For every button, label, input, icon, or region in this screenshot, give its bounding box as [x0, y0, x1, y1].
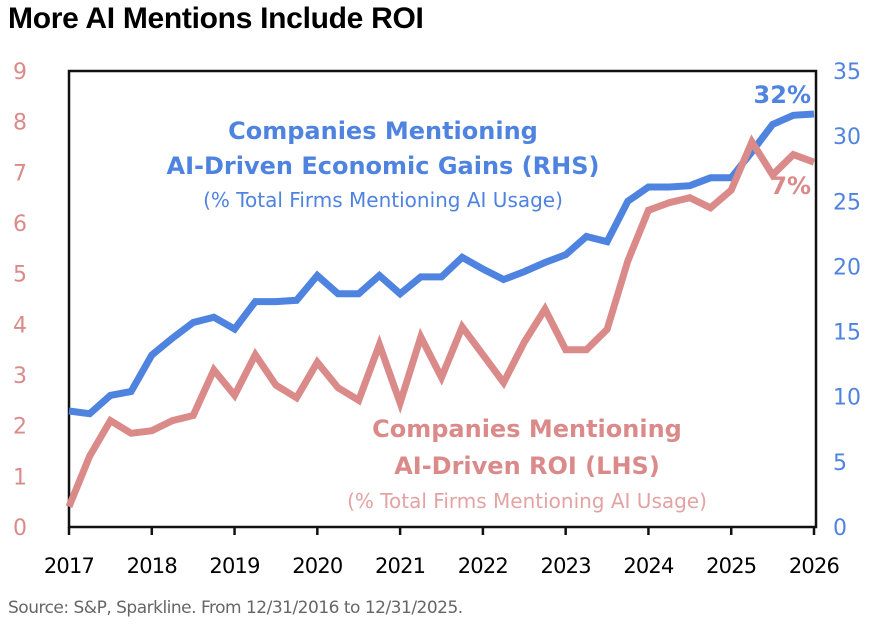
- left-tick-label: 2: [13, 415, 27, 440]
- x-axis-ticks: 2017 2018 2019 2020 2021 2022 2023 2024 2025 2026: [44, 527, 840, 578]
- x-tick-label: 2019: [209, 554, 259, 578]
- x-tick-label: 2020: [292, 554, 342, 578]
- right-tick-label: 5: [833, 451, 847, 476]
- left-tick-label: 0: [13, 516, 27, 541]
- economic-gains-line: [68, 110, 815, 418]
- red-series-title-line1: Companies Mentioning: [372, 415, 682, 443]
- red-end-label: 7%: [770, 172, 811, 200]
- left-tick-label: 1: [13, 465, 27, 490]
- right-tick-label: 35: [833, 60, 861, 85]
- left-axis-ticks: 0 1 2 3 4 5 6 7 8 9: [13, 60, 27, 541]
- x-tick-label: 2018: [127, 554, 177, 578]
- left-tick-label: 9: [13, 60, 27, 85]
- red-series-title-line2: AI-Driven ROI (LHS): [394, 452, 660, 480]
- x-tick-label: 2021: [375, 554, 425, 578]
- x-tick-label: 2024: [623, 554, 674, 578]
- left-tick-label: 5: [13, 263, 27, 288]
- blue-series-title-line2: AI-Driven Economic Gains (RHS): [167, 152, 600, 180]
- plot-frame: [67, 69, 818, 529]
- right-tick-label: 15: [833, 321, 861, 346]
- left-tick-label: 3: [13, 364, 27, 389]
- x-tick-label: 2022: [458, 554, 508, 578]
- right-tick-label: 0: [833, 516, 847, 541]
- x-tick-label: 2026: [789, 554, 840, 578]
- blue-series-title-line1: Companies Mentioning: [228, 117, 538, 145]
- chart-title: More AI Mentions Include ROI: [8, 2, 424, 35]
- left-tick-label: 6: [13, 212, 27, 237]
- right-tick-label: 30: [833, 125, 861, 150]
- left-tick-label: 4: [13, 313, 27, 338]
- left-tick-label: 8: [13, 111, 27, 136]
- right-tick-label: 25: [833, 190, 861, 215]
- right-axis-ticks: 0 5 10 15 20 25 30 35: [833, 60, 861, 541]
- x-tick-label: 2023: [541, 554, 591, 578]
- left-tick-label: 7: [13, 161, 27, 186]
- blue-end-label: 32%: [754, 81, 811, 109]
- x-tick-label: 2017: [44, 554, 94, 578]
- source-note: Source: S&P, Sparkline. From 12/31/2016 …: [8, 598, 463, 618]
- red-series-subtitle: (% Total Firms Mentioning AI Usage): [347, 489, 707, 513]
- series-group: [65, 110, 816, 509]
- x-tick-label: 2025: [706, 554, 756, 578]
- roi-line: [65, 134, 816, 509]
- plot-border: [67, 69, 818, 529]
- right-tick-label: 20: [833, 255, 861, 280]
- right-tick-label: 10: [833, 386, 861, 411]
- blue-series-subtitle: (% Total Firms Mentioning AI Usage): [203, 188, 563, 212]
